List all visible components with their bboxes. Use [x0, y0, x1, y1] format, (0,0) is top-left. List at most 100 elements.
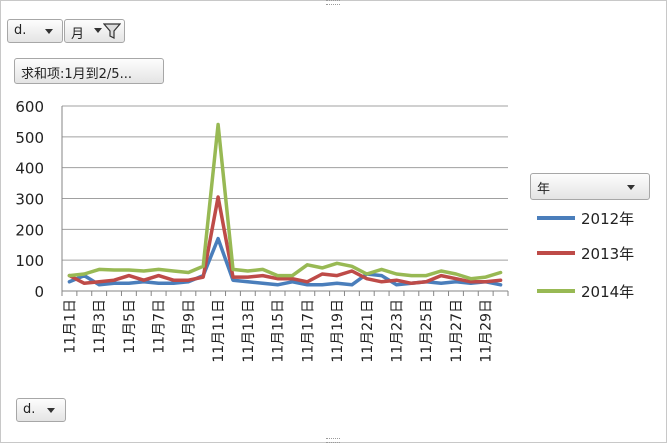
data-point: [68, 280, 71, 283]
data-point: [246, 269, 250, 273]
data-point: [499, 279, 502, 282]
value-field-button[interactable]: 求和项:1月到2/5...: [14, 58, 164, 84]
x-tick-label: 11月9日: [181, 299, 197, 354]
data-point: [83, 272, 86, 276]
data-point: [231, 275, 235, 279]
data-point: [187, 279, 190, 282]
data-point: [484, 275, 487, 279]
data-point: [97, 283, 101, 287]
value-field-label: 求和项:1月到2/5...: [21, 67, 132, 82]
legend-label: 2013年: [581, 245, 635, 263]
data-point: [202, 265, 205, 268]
x-tick-label: 11月7日: [152, 299, 168, 354]
data-point: [395, 279, 398, 282]
legend-label: 2012年: [581, 210, 635, 228]
legend-field-button[interactable]: 年: [530, 173, 650, 200]
data-point: [365, 277, 368, 280]
data-point: [365, 272, 368, 276]
series-line: [67, 195, 503, 286]
data-point: [350, 283, 354, 287]
data-point: [454, 272, 458, 276]
x-tick-label: 11月15日: [271, 299, 287, 363]
data-point: [142, 269, 145, 273]
data-point: [320, 272, 324, 276]
row-field-button[interactable]: d.: [7, 19, 63, 43]
row-field-label: d.: [14, 23, 27, 38]
data-point: [127, 268, 131, 272]
data-point: [454, 277, 458, 280]
data-point: [484, 280, 487, 283]
data-point: [380, 274, 383, 277]
data-point: [395, 272, 398, 276]
axis-field-button[interactable]: d.: [16, 398, 66, 422]
legend-title: 年: [537, 182, 551, 197]
data-point: [246, 275, 250, 279]
data-point: [216, 123, 220, 126]
data-point: [157, 268, 160, 271]
x-tick-label: 11月29日: [479, 299, 495, 363]
data-point: [335, 282, 339, 285]
data-point: [335, 274, 339, 277]
data-point: [172, 279, 175, 282]
x-tick-label: 11月5日: [122, 299, 138, 354]
data-point: [335, 262, 339, 265]
data-point: [395, 283, 398, 287]
x-tick-label: 11月13日: [241, 299, 257, 363]
data-point: [291, 280, 294, 283]
data-point: [276, 283, 279, 287]
data-point: [425, 274, 428, 277]
data-point: [499, 283, 502, 287]
data-point: [216, 195, 220, 199]
y-tick-label: 300: [15, 191, 44, 209]
data-point: [350, 269, 354, 273]
series-line: [67, 122, 503, 281]
top-resize-handle[interactable]: [326, 0, 340, 5]
data-point: [202, 275, 205, 279]
data-point: [68, 274, 71, 277]
data-point: [276, 277, 279, 280]
column-field-button[interactable]: 月: [64, 19, 125, 43]
axis-field-label: d.: [23, 402, 36, 417]
data-point: [469, 277, 473, 280]
data-point: [320, 266, 324, 270]
chevron-down-icon: [45, 29, 53, 34]
data-point: [246, 280, 250, 283]
data-point: [172, 282, 175, 285]
x-tick-label: 11月1日: [62, 299, 78, 354]
data-point: [276, 274, 279, 277]
data-point: [231, 279, 235, 282]
y-tick-label: 400: [15, 160, 44, 178]
data-point: [127, 274, 131, 277]
x-tick-label: 11月27日: [449, 299, 465, 363]
x-tick-label: 11月21日: [360, 299, 376, 363]
data-point: [439, 274, 443, 277]
data-point: [380, 268, 383, 271]
chevron-down-icon: [627, 185, 635, 190]
data-point: [261, 274, 264, 277]
data-point: [306, 283, 309, 287]
x-tick-label: 11月19日: [330, 299, 346, 363]
data-point: [499, 271, 502, 274]
data-point: [187, 271, 190, 274]
legend-label: 2014年: [581, 283, 635, 301]
legend-swatch: [537, 289, 575, 293]
data-point: [231, 268, 235, 271]
y-tick-label: 100: [15, 252, 44, 270]
data-point: [157, 274, 160, 277]
data-point: [112, 282, 116, 285]
data-point: [350, 265, 354, 268]
data-point: [127, 282, 131, 285]
data-point: [306, 280, 309, 283]
data-point: [469, 280, 473, 283]
chevron-down-icon: [94, 28, 102, 33]
data-point: [454, 280, 458, 283]
data-point: [112, 268, 116, 272]
y-tick-label: 0: [34, 283, 44, 301]
data-point: [112, 279, 116, 282]
data-point: [157, 282, 160, 285]
data-point: [439, 282, 443, 285]
data-point: [97, 280, 101, 283]
data-point: [410, 282, 413, 285]
data-point: [306, 263, 309, 266]
